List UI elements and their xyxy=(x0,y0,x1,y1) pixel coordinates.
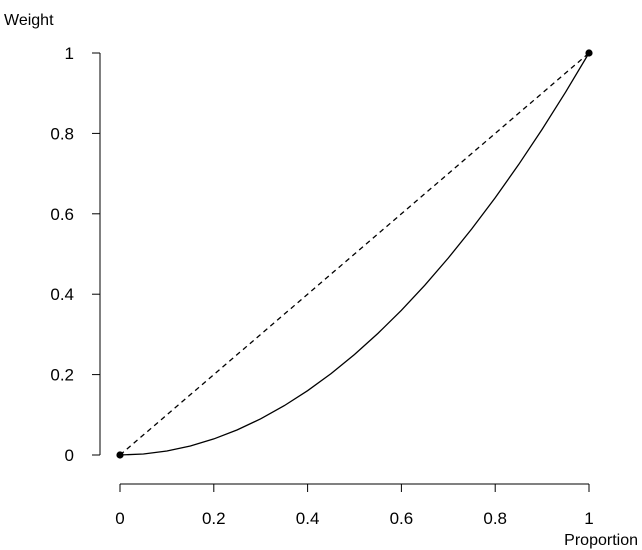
x-tick-label: 0.2 xyxy=(202,509,226,528)
y-tick-label: 0.6 xyxy=(50,205,74,224)
y-axis-title: Weight xyxy=(4,12,54,29)
x-tick-label: 0.4 xyxy=(296,509,320,528)
y-tick-label: 0.2 xyxy=(50,366,74,385)
endpoint-marker xyxy=(116,451,123,458)
dashed-series-line xyxy=(120,53,589,455)
x-tick-label: 0.8 xyxy=(483,509,507,528)
x-tick-label: 1 xyxy=(584,509,593,528)
y-tick-label: 0.4 xyxy=(50,285,74,304)
y-tick-label: 0 xyxy=(65,446,74,465)
y-tick-label: 1 xyxy=(65,44,74,63)
x-tick-label: 0.6 xyxy=(390,509,414,528)
x-axis-title: Proportion xyxy=(564,532,638,549)
y-tick-label: 0.8 xyxy=(50,124,74,143)
axes: 0 0.2 0.4 0.6 0.8 1 0 0.2 0.4 0.6 0.8 1 xyxy=(50,44,593,528)
series-layer xyxy=(120,53,589,455)
endpoint-marker xyxy=(585,49,592,56)
x-tick-label: 0 xyxy=(115,509,124,528)
